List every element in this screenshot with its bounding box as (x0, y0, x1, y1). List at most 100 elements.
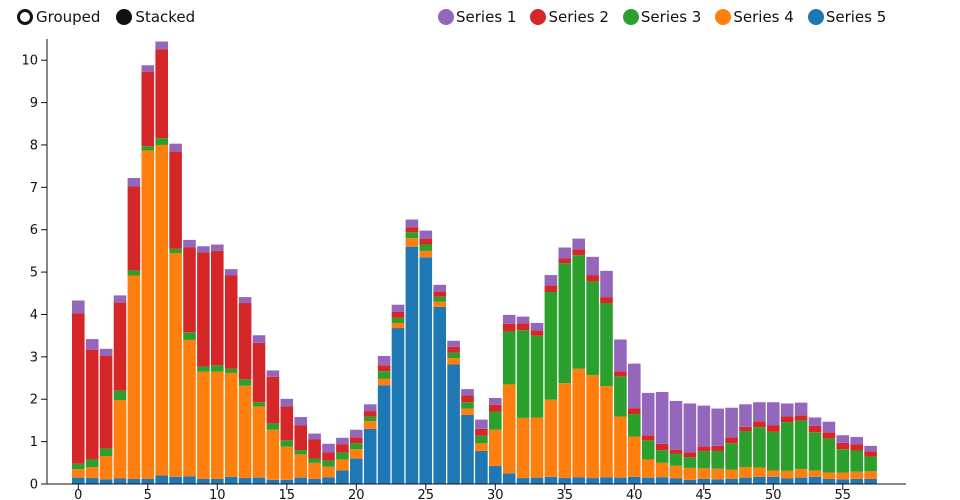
bar-segment (127, 270, 141, 276)
bar-segment (127, 178, 141, 187)
bar-segment (322, 452, 335, 461)
bar-segment (516, 478, 530, 484)
bar-segment (808, 432, 822, 471)
bar-segment (280, 479, 294, 484)
bar-segment (99, 348, 113, 356)
bar-segment (558, 247, 572, 259)
bar-segment (183, 339, 196, 477)
bar-segment (725, 437, 738, 444)
bar-segment (697, 468, 711, 479)
bar-segment (350, 449, 363, 459)
bar-segment (350, 437, 363, 444)
bar-segment (377, 371, 391, 379)
bar-segment (461, 408, 474, 415)
bar-segment (864, 445, 877, 452)
stacked-option[interactable]: Stacked (116, 8, 195, 26)
bar-segment (99, 479, 113, 484)
bar-segment (711, 450, 724, 469)
bar-segment (850, 436, 863, 445)
bar-segment (516, 323, 530, 331)
bar-segment (197, 366, 210, 372)
bar-segment (808, 470, 822, 477)
bar-segment (475, 435, 488, 444)
bar-segment (836, 449, 850, 473)
bar-segment (502, 473, 516, 484)
bar-segment (155, 475, 168, 484)
chart-legend: Series 1 Series 2 Series 3 Series 4 Series 5 (438, 6, 900, 28)
bar-segment (99, 448, 113, 457)
bar-segment (544, 285, 558, 293)
bar-segment (822, 438, 836, 473)
bar-segment (850, 444, 863, 451)
bar-segment (669, 449, 683, 454)
legend-label: Series 3 (640, 8, 702, 26)
bar-segment (433, 296, 446, 302)
bar-segment (127, 186, 141, 271)
stacked-radio-icon[interactable] (116, 9, 133, 25)
bar-segment (266, 429, 280, 480)
bar-segment (433, 284, 446, 292)
bar-segment (516, 417, 530, 479)
y-tick-label: 5 (30, 266, 38, 281)
bar-segment (628, 408, 641, 415)
legend-item-3: Series 3 (622, 8, 702, 26)
legend-label: Series 1 (456, 8, 517, 26)
bar-segment (322, 466, 335, 478)
bar-segment (780, 416, 794, 423)
bar-segment (336, 452, 349, 460)
bar-segment (197, 478, 210, 484)
bar-segment (641, 435, 655, 441)
bar-segment (141, 65, 155, 72)
bar-segment (350, 443, 363, 450)
bar-segment (363, 404, 377, 412)
grouped-radio-icon[interactable] (17, 9, 33, 25)
bar-segment (711, 479, 724, 484)
bar-segment (641, 459, 655, 478)
bar-segment (641, 477, 655, 484)
bar-segment (113, 302, 127, 391)
bar-segment (808, 417, 822, 426)
bar-segment (322, 443, 335, 453)
bar-segment (336, 459, 349, 471)
bar-segment (683, 403, 697, 453)
bar-segment (252, 477, 266, 484)
bar-segment (614, 371, 627, 377)
layout-mode-toggle: Grouped Stacked (17, 6, 211, 28)
bar-segment (628, 436, 641, 477)
bar-segment (850, 478, 863, 484)
bar-segment (419, 257, 433, 484)
bar-segment (391, 322, 405, 329)
bar-segment (794, 415, 808, 421)
bar-segment (767, 476, 780, 484)
bar-segment (600, 303, 613, 387)
bar-segment (211, 365, 224, 372)
bar-segment (127, 275, 141, 479)
bar-segment (461, 414, 474, 484)
stacked-label: Stacked (135, 8, 196, 26)
bar-segment (711, 468, 724, 480)
bar-segment (739, 477, 752, 484)
bar-segment (475, 443, 488, 451)
bar-segment (683, 467, 697, 480)
bar-segment (377, 378, 391, 386)
x-tick-label: 0 (74, 488, 82, 500)
bar-segment (725, 443, 738, 470)
bar-segment (767, 431, 780, 471)
bar-segment (586, 375, 599, 479)
bar-segment (266, 479, 280, 484)
bar-segment (224, 372, 238, 477)
bar-segment (628, 414, 641, 437)
bar-segment (780, 422, 794, 471)
bar-segment (419, 244, 433, 251)
bar-segment (72, 463, 85, 470)
bar-segment (655, 392, 669, 444)
bar-segment (572, 255, 585, 369)
bar-segment (85, 467, 99, 479)
bar-segment (600, 270, 613, 298)
bar-segment (141, 150, 155, 479)
bar-segment (697, 478, 711, 484)
bar-segment (836, 442, 850, 450)
bar-segment (586, 478, 599, 484)
grouped-option[interactable]: Grouped (17, 8, 100, 26)
bar-segment (141, 71, 155, 147)
